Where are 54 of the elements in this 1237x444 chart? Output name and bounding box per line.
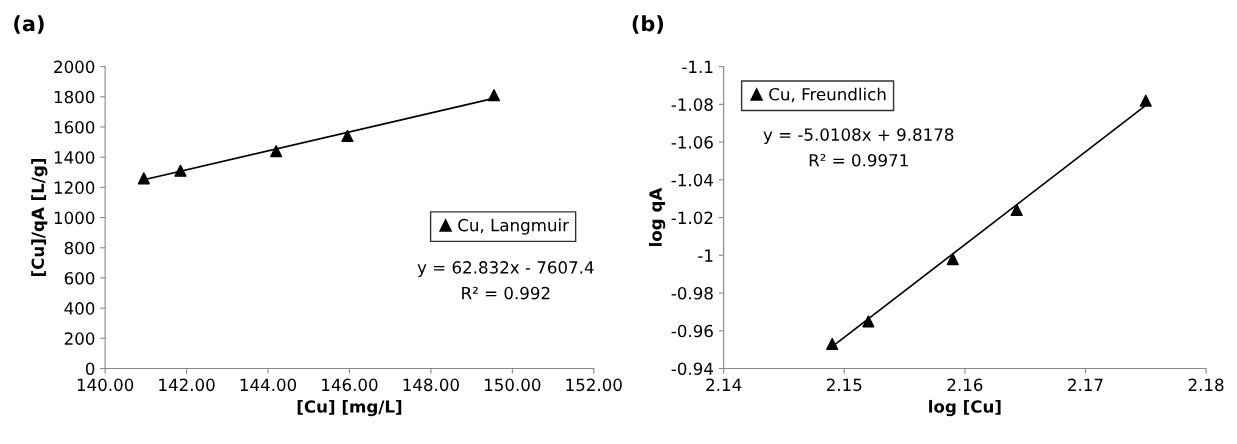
chart-title: (a) <box>14 15 44 34</box>
y-tick-label: 1400 <box>54 151 95 164</box>
y-tick-label: 1600 <box>54 120 95 134</box>
y-tick-label: 1800 <box>54 90 95 104</box>
point <box>826 337 839 351</box>
point <box>1010 203 1023 217</box>
legend-label: Cu, Langmuir <box>458 218 569 235</box>
x-tick-label: 2.17 <box>1068 378 1103 391</box>
y-tick-label: -1.04 <box>671 173 713 187</box>
y-tick-label: -0.98 <box>671 287 713 300</box>
legend-label: Cu, Freundlich <box>769 87 886 103</box>
point <box>1139 94 1152 107</box>
y-tick-label: 200 <box>64 332 95 345</box>
x-tick-label: 2.15 <box>826 378 862 392</box>
x-tick-label: 148.00 <box>403 378 459 392</box>
x-tick-label: 2.16 <box>947 378 983 392</box>
y-tick-label: 1200 <box>54 181 95 194</box>
y-axis-title: [Cu]/qA [L/g] <box>31 159 48 277</box>
point <box>137 172 150 185</box>
annotation: R² = 0.9971 <box>809 153 908 167</box>
y-tick-label: 800 <box>64 241 95 255</box>
x-axis-title: [Cu] [mg/L] <box>297 399 402 417</box>
annotation: y = -5.0108x + 9.8178 <box>763 128 954 145</box>
x-tick-label: 2.14 <box>706 378 742 391</box>
annotation: R² = 0.992 <box>462 286 550 300</box>
annotation: y = 62.832x - 7607.4 <box>417 261 594 277</box>
y-tick-label: -0.96 <box>671 324 713 338</box>
chart-title: (b) <box>632 15 664 34</box>
x-tick-label: 144.00 <box>240 378 297 392</box>
point <box>946 252 959 266</box>
y-tick-label: -1 <box>698 249 713 262</box>
y-tick-label: -0.94 <box>671 362 713 376</box>
point <box>487 89 501 102</box>
y-tick-label: -1.1 <box>682 60 713 73</box>
y-axis-title: log qA <box>648 187 666 247</box>
x-tick-label: 142.00 <box>159 378 215 392</box>
y-tick-label: 600 <box>64 271 95 285</box>
point <box>270 145 283 158</box>
x-tick-label: 150.00 <box>485 378 541 392</box>
y-tick-label: 2000 <box>54 60 95 74</box>
y-tick-label: -1.08 <box>671 98 713 111</box>
x-tick-label: 152.00 <box>566 378 622 392</box>
x-tick-label: 2.18 <box>1188 378 1224 392</box>
point <box>174 164 187 177</box>
x-tick-label: 140.00 <box>77 378 134 392</box>
y-tick-label: -1.02 <box>671 211 713 225</box>
point <box>341 129 354 143</box>
y-tick-label: 0 <box>85 362 95 376</box>
y-tick-label: 1000 <box>54 211 95 225</box>
x-tick-label: 146.00 <box>322 378 378 392</box>
y-tick-label: -1.06 <box>671 136 713 149</box>
x-axis-title: log [Cu] <box>929 399 1001 417</box>
point <box>862 315 875 328</box>
y-tick-label: 400 <box>64 302 95 315</box>
